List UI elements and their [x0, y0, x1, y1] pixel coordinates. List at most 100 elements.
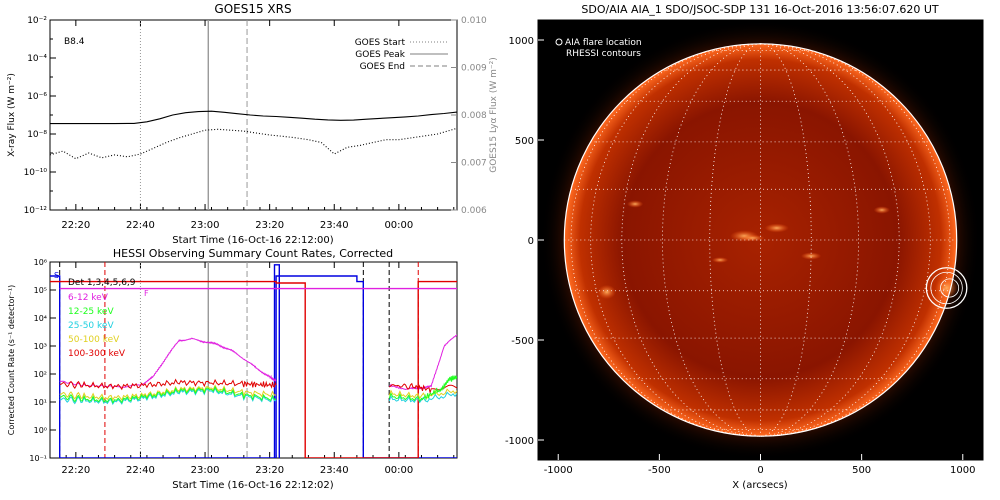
hessi-legend-label: 25-50 keV [68, 321, 114, 331]
aia-grid-longitude [621, 43, 761, 437]
hessi-series-8 [59, 385, 277, 404]
aia-grid-longitude [662, 43, 761, 437]
goes-annotation: B8.4 [64, 37, 85, 47]
goes-xtick-label: 00:00 [384, 220, 413, 231]
aia-active-region [597, 284, 616, 300]
hessi-ytick-label: 10¹ [34, 398, 47, 407]
hessi-panel: HESSI Observing Summary Count Rates, Cor… [7, 247, 458, 491]
aia-active-region [764, 223, 789, 233]
goes-ytick-label: 10⁻¹² [24, 206, 48, 216]
aia-active-region [873, 206, 890, 214]
hessi-xlabel: Start Time (16-Oct-16 22:12:02) [172, 480, 333, 491]
goes-xlabel: Start Time (16-Oct-16 22:12:00) [172, 235, 333, 246]
aia-ytick-label: 500 [515, 136, 534, 147]
aia-ytick-label: -500 [511, 336, 534, 347]
hessi-series-2 [59, 378, 277, 391]
goes-legend-label: GOES End [360, 62, 405, 72]
hessi-xtick-label: 23:40 [320, 465, 349, 476]
goes-title: GOES15 XRS [214, 2, 291, 16]
hessi-series-4 [59, 384, 277, 402]
hessi-series-9 [388, 375, 457, 403]
aia-active-region [800, 252, 822, 260]
hessi-xtick-label: 23:20 [255, 465, 284, 476]
aia-active-region [711, 257, 729, 263]
aia-xtick-label: 0 [757, 465, 763, 476]
goes-legend-label: GOES Peak [355, 50, 405, 60]
hessi-ytick-label: 10² [34, 370, 47, 379]
hessi-title: HESSI Observing Summary Count Rates, Cor… [113, 247, 393, 260]
aia-grid-longitude [760, 43, 931, 437]
hessi-ytick-label: 10⁶ [34, 258, 47, 267]
goes-axis-ticks: 22:20 22:40 23:00 23:20 23:40 00:00 10⁻² 10⁻⁴ 10… [24, 16, 487, 231]
hessi-ytick-label: 10³ [34, 342, 47, 351]
aia-legend-label: AIA flare location [565, 38, 642, 48]
hessi-flag-flare [50, 280, 457, 458]
hessi-xtick-label: 22:40 [126, 465, 155, 476]
hessi-legend-label: 50-100 keV [68, 335, 120, 345]
aia-title: SDO/AIA AIA_1 SDO/JSOC-SDP 131 16-Oct-20… [581, 3, 939, 16]
aia-legend-label: RHESSI contours [566, 49, 641, 59]
hessi-flag-night [273, 264, 280, 458]
aia-heliographic-grid [564, 43, 957, 437]
hessi-legend-label: 12-25 keV [68, 307, 114, 317]
hessi-xtick-label: 23:00 [191, 465, 220, 476]
hessi-series-0 [59, 337, 277, 388]
aia-xtick-label: -1000 [544, 465, 573, 476]
aia-ytick-label: 0 [528, 236, 534, 247]
aia-xtick-label: -500 [648, 465, 671, 476]
hessi-ytick-label: 10⁵ [34, 286, 47, 295]
goes-xtick-label: 23:00 [191, 220, 220, 231]
hessi-ytick-label: 10⁴ [34, 314, 47, 323]
hessi-legend-label: 100-300 keV [68, 349, 126, 359]
aia-ytick-label: 1000 [509, 36, 534, 47]
goes-ytick-label: 10⁻² [27, 16, 47, 26]
aia-legend-circle-icon [555, 38, 563, 46]
aia-rhessi-contour [940, 278, 960, 298]
aia-active-region [740, 234, 765, 242]
goes-ylabel: X-ray Flux (W m⁻²) [7, 73, 17, 157]
hessi-series [50, 262, 457, 458]
goes-ytick-label: 10⁻⁶ [27, 92, 47, 102]
aia-axis-ticks: -1000 -500 0 500 1000 -1000 -500 0 500 1000 [505, 36, 976, 476]
hessi-detector-label: Det 1,3,4,5,6,9 [68, 278, 136, 288]
hessi-legend-label: 6-12 keV [68, 293, 109, 303]
goes-legend: GOES Start GOES Peak GOES End [355, 38, 448, 72]
goes-series [50, 20, 457, 210]
hessi-series-6 [59, 387, 277, 406]
goes-legend-label: GOES Start [355, 38, 406, 48]
goes-y2label: GOES15 Lyα Flux (W m⁻²) [489, 57, 499, 173]
aia-xtick-label: 1000 [950, 465, 975, 476]
aia-limb [563, 43, 958, 437]
aia-grid-longitude [760, 43, 900, 437]
aia-active-region [627, 200, 644, 208]
hessi-ytick-label: 10⁻¹ [29, 454, 47, 463]
hessi-legend: Det 1,3,4,5,6,9 S F 6-12 keV 12-25 keV 25-50 … [54, 271, 149, 359]
goes-xtick-label: 22:40 [126, 220, 155, 231]
goes-y2tick-label: 0.009 [461, 64, 487, 74]
goes-series-0 [50, 110, 457, 125]
hessi-series-3 [388, 382, 457, 395]
aia-grid-longitude [760, 43, 859, 437]
goes-xtick-label: 23:40 [320, 220, 349, 231]
hessi-xtick-label: 22:20 [61, 465, 90, 476]
aia-solar-image [540, 20, 981, 460]
goes-series-1 [50, 127, 457, 160]
aia-xtick-label: 500 [852, 465, 871, 476]
hessi-plot-frame [49, 261, 458, 459]
goes-panel: GOES15 XRS 22:20 22:40 23:00 23:20 23:40 00:0… [7, 2, 499, 246]
aia-ytick-label: -1000 [505, 436, 534, 447]
goes-y2tick-label: 0.010 [461, 16, 487, 26]
hessi-xtick-label: 00:00 [384, 465, 413, 476]
hessi-flag-saa [50, 275, 457, 458]
aia-flare-circle [925, 267, 968, 309]
hessi-series-7 [388, 391, 457, 404]
hessi-ylabel: Corrected Count Rate (s⁻¹ detector⁻¹) [7, 285, 16, 436]
hessi-series-5 [388, 388, 457, 400]
hessi-saa-label: S [54, 271, 59, 280]
goes-y2tick-label: 0.006 [461, 206, 487, 216]
aia-grid-longitude [590, 43, 761, 437]
hessi-atten-label: F [144, 289, 149, 298]
goes-ytick-label: 10⁻⁸ [27, 130, 47, 140]
